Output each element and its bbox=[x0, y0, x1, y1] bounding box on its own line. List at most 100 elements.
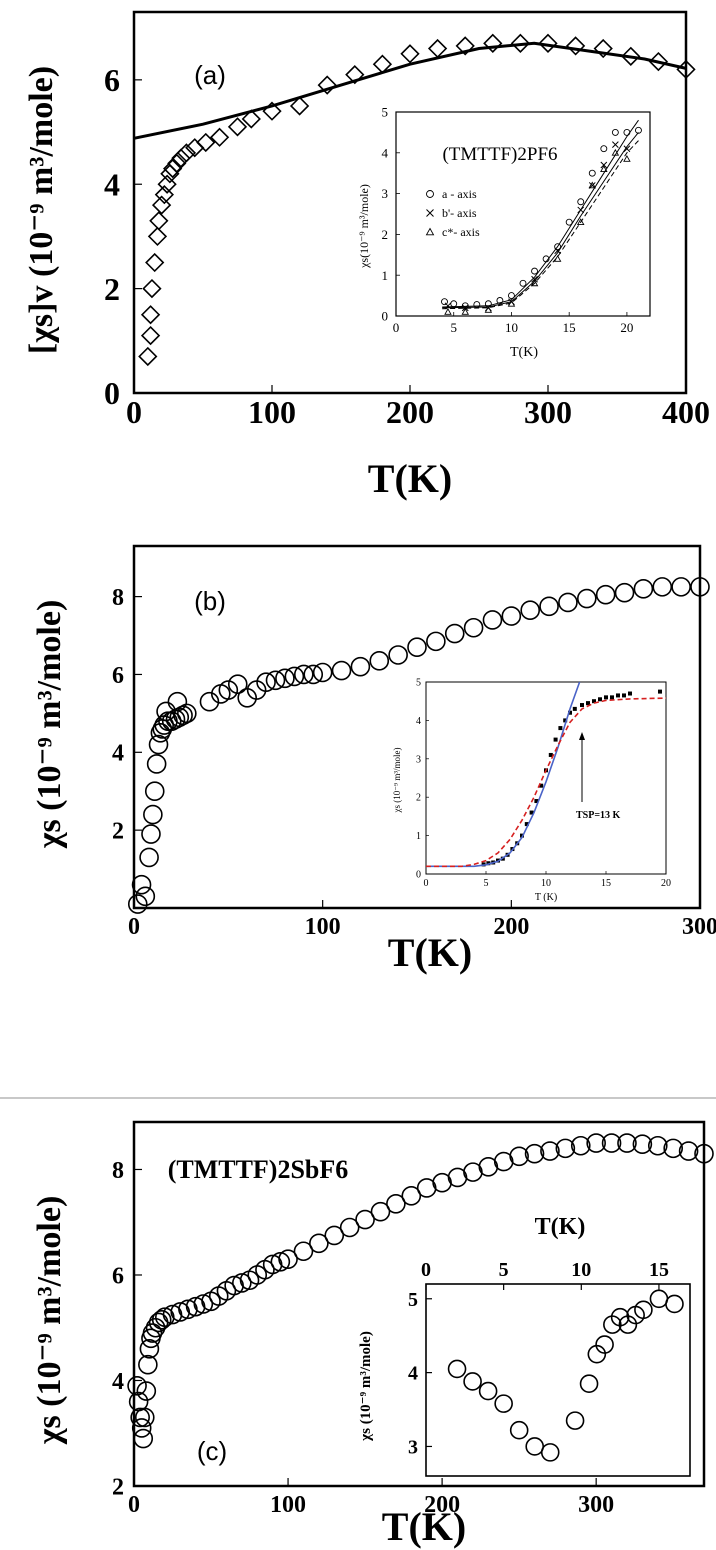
inset-frame-b bbox=[425, 681, 667, 875]
data-point bbox=[623, 145, 631, 153]
x-tick-label: 200 bbox=[424, 1492, 460, 1518]
data-point bbox=[134, 1407, 155, 1428]
data-point bbox=[425, 227, 435, 236]
x-tick-label: 5 bbox=[499, 1259, 509, 1281]
y-tick-label: 3 bbox=[408, 1436, 418, 1458]
data-point bbox=[147, 226, 168, 247]
data-point bbox=[568, 710, 572, 715]
data-point bbox=[141, 824, 161, 844]
inset-frame-a bbox=[395, 111, 651, 317]
data-point bbox=[694, 1143, 714, 1164]
data-point bbox=[142, 1323, 163, 1343]
data-point bbox=[519, 279, 527, 287]
x-tick-label: 300 bbox=[578, 1492, 614, 1518]
data-point bbox=[149, 211, 169, 231]
data-point bbox=[167, 153, 187, 173]
data-point bbox=[131, 874, 152, 895]
legend-entry: c*- axis bbox=[442, 225, 480, 239]
data-point bbox=[570, 1135, 591, 1156]
data-point bbox=[600, 165, 608, 172]
data-point bbox=[595, 584, 616, 605]
inset-x-axis-title: T(K) bbox=[535, 1214, 586, 1240]
data-point bbox=[447, 1359, 467, 1379]
data-point bbox=[632, 1134, 653, 1154]
data-point bbox=[531, 267, 538, 275]
legend-entry: a - axis bbox=[442, 187, 477, 201]
data-point bbox=[461, 304, 469, 312]
data-point bbox=[426, 631, 446, 652]
x-tick-label: 100 bbox=[305, 914, 341, 940]
legend-entry: b'- axis bbox=[442, 206, 477, 220]
data-point bbox=[520, 833, 524, 838]
x-tick-label: 400 bbox=[662, 394, 710, 430]
x-tick-label: 20 bbox=[620, 320, 633, 335]
x-axis-title: T(K) bbox=[388, 930, 472, 975]
data-point bbox=[611, 128, 619, 136]
x-tick-label: 5 bbox=[450, 320, 457, 335]
data-point bbox=[635, 126, 642, 134]
annotation-arrowhead bbox=[579, 732, 585, 740]
data-point bbox=[270, 1251, 291, 1272]
data-point bbox=[621, 46, 641, 66]
data-point bbox=[339, 1217, 360, 1238]
y-tick-label: 4 bbox=[416, 716, 421, 727]
data-point bbox=[565, 1411, 585, 1430]
data-point bbox=[648, 51, 669, 72]
y-tick-label: 4 bbox=[112, 1369, 124, 1395]
data-point bbox=[634, 1300, 653, 1320]
annotation-label: TSP=13 K bbox=[576, 810, 621, 821]
y-tick-label: 4 bbox=[112, 741, 124, 767]
data-point bbox=[309, 1233, 329, 1254]
y-tick-label: 3 bbox=[416, 754, 421, 765]
data-point bbox=[484, 305, 493, 313]
data-point bbox=[177, 703, 197, 724]
panel-label: (b) bbox=[194, 586, 226, 616]
data-point bbox=[444, 623, 465, 644]
data-point bbox=[542, 255, 550, 263]
data-point bbox=[553, 737, 558, 742]
data-point bbox=[601, 1133, 622, 1153]
data-point bbox=[507, 299, 516, 307]
data-point bbox=[444, 307, 452, 315]
data-point bbox=[218, 680, 239, 700]
data-point bbox=[444, 302, 452, 310]
data-point bbox=[463, 1372, 482, 1391]
y-tick-label: 4 bbox=[382, 145, 389, 160]
data-point bbox=[548, 752, 553, 757]
data-point bbox=[312, 662, 333, 683]
panel-label: (a) bbox=[194, 60, 226, 90]
data-point bbox=[131, 1418, 152, 1438]
data-point bbox=[130, 1407, 150, 1428]
data-point bbox=[586, 701, 590, 706]
data-point bbox=[146, 754, 167, 774]
series-diamonds bbox=[138, 33, 696, 367]
panel-label: (c) bbox=[197, 1436, 227, 1466]
x-tick-label: 15 bbox=[563, 320, 576, 335]
data-point bbox=[663, 1138, 683, 1159]
data-point bbox=[176, 143, 197, 163]
data-point bbox=[138, 346, 158, 367]
data-point bbox=[558, 592, 578, 613]
data-point bbox=[140, 305, 161, 325]
y-tick-label: 8 bbox=[112, 585, 124, 611]
data-point bbox=[303, 664, 324, 685]
y-tick-label: 5 bbox=[408, 1289, 418, 1311]
data-point bbox=[538, 33, 558, 53]
data-point bbox=[572, 706, 577, 711]
data-point bbox=[486, 861, 491, 866]
y-tick-label: 3 bbox=[382, 186, 389, 201]
data-point bbox=[539, 596, 559, 617]
y-tick-label: 1 bbox=[416, 831, 421, 842]
data-point bbox=[628, 691, 632, 696]
fit-line bbox=[442, 119, 639, 308]
x-tick-label: 10 bbox=[505, 320, 518, 335]
inset-x-axis-title: T (K) bbox=[535, 892, 557, 903]
data-point bbox=[196, 132, 216, 153]
data-point bbox=[350, 656, 371, 677]
data-point bbox=[577, 206, 585, 214]
y-tick-label: 5 bbox=[382, 105, 389, 120]
y-tick-label: 1 bbox=[382, 268, 389, 283]
data-point bbox=[139, 847, 159, 868]
